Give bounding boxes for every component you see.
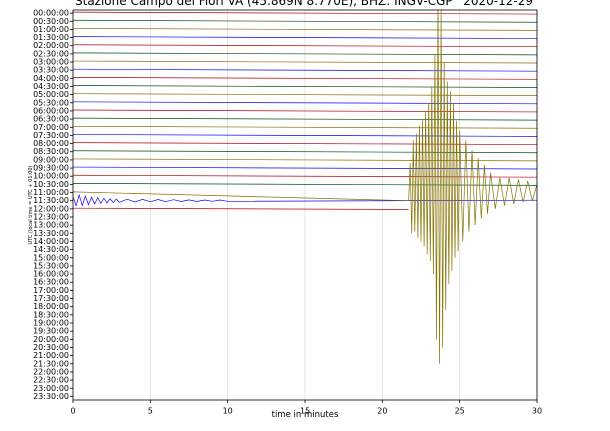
- y-tick-label: 17:30:00: [33, 294, 69, 303]
- y-tick-label: 22:30:00: [33, 376, 69, 385]
- seismic-trace: [73, 28, 537, 31]
- seismic-trace: [73, 125, 537, 129]
- y-axis-label: UTC (local time = UTC + 01:00): [28, 165, 34, 244]
- x-tick-label: 5: [148, 407, 153, 416]
- ticks: 0 5 10 15 20 25 30 00:00:0000:30:0001:00:0001:3…: [33, 9, 542, 416]
- y-tick-label: 09:00:00: [33, 155, 69, 164]
- y-tick-label: 04:00:00: [33, 74, 69, 83]
- y-tick-label: 08:00:00: [33, 139, 69, 148]
- y-tick-label: 03:00:00: [33, 58, 69, 67]
- y-tick-label: 13:00:00: [33, 221, 69, 230]
- y-tick-label: 10:00:00: [33, 172, 69, 181]
- y-tick-label: 06:00:00: [33, 106, 69, 115]
- y-tick-label: 19:30:00: [33, 327, 69, 336]
- y-tick-label: 11:00:00: [33, 188, 69, 197]
- grid: [72, 10, 538, 400]
- seismic-trace: [73, 77, 537, 80]
- seismic-trace: [73, 174, 537, 178]
- seismic-trace: [73, 60, 537, 64]
- y-tick-label: 09:30:00: [33, 164, 69, 173]
- y-tick-label: 22:00:00: [33, 367, 69, 376]
- y-tick-label: 15:30:00: [33, 261, 69, 270]
- y-tick-label: 23:00:00: [33, 384, 69, 393]
- traces: [73, 10, 537, 364]
- y-tick-label: 12:30:00: [33, 212, 69, 221]
- y-tick-label: 00:30:00: [33, 17, 69, 26]
- seismic-trace: [73, 52, 537, 56]
- y-tick-label: 03:30:00: [33, 66, 69, 75]
- y-tick-label: 01:00:00: [33, 25, 69, 34]
- x-tick-label: 20: [377, 407, 387, 416]
- y-tick-label: 17:00:00: [33, 286, 69, 295]
- seismic-trace: [73, 166, 537, 170]
- seismic-trace: [73, 117, 537, 121]
- x-tick-label: 0: [70, 407, 75, 416]
- y-tick-label: 02:30:00: [33, 49, 69, 58]
- y-tick-label: 12:00:00: [33, 204, 69, 213]
- y-tick-label: 18:30:00: [33, 310, 69, 319]
- seismic-trace: [73, 193, 537, 207]
- seismic-trace: [73, 85, 537, 88]
- y-tick-label: 15:00:00: [33, 253, 69, 262]
- y-tick-label: 14:30:00: [33, 245, 69, 254]
- y-tick-label: 14:00:00: [33, 237, 69, 246]
- seismic-trace: [73, 207, 409, 210]
- y-tick-label: 21:00:00: [33, 351, 69, 360]
- y-tick-label: 05:30:00: [33, 98, 69, 107]
- y-tick-label: 16:00:00: [33, 270, 69, 279]
- y-tick-label: 11:30:00: [33, 196, 69, 205]
- x-axis-label: time in minutes: [272, 410, 339, 420]
- y-tick-label: 10:30:00: [33, 180, 69, 189]
- y-tick-label: 00:00:00: [33, 9, 69, 18]
- x-tick-label: 25: [455, 407, 465, 416]
- y-tick-label: 04:30:00: [33, 82, 69, 91]
- y-tick-label: 07:30:00: [33, 131, 69, 140]
- x-tick-label: 10: [223, 407, 233, 416]
- y-tick-label: 21:30:00: [33, 359, 69, 368]
- y-tick-label: 23:30:00: [33, 392, 69, 401]
- seismic-trace: [73, 183, 537, 186]
- seismic-trace: [73, 158, 537, 162]
- y-tick-label: 08:30:00: [33, 147, 69, 156]
- y-tick-label: 07:00:00: [33, 123, 69, 132]
- y-tick-label: 01:30:00: [33, 33, 69, 42]
- seismic-trace: [73, 68, 537, 72]
- seismic-trace: [73, 11, 537, 15]
- y-tick-label: 20:00:00: [33, 335, 69, 344]
- y-tick-label: 05:00:00: [33, 90, 69, 99]
- x-tick-label: 30: [532, 407, 542, 416]
- seismic-trace: [73, 101, 537, 105]
- y-tick-label: 13:30:00: [33, 229, 69, 238]
- y-tick-label: 02:00:00: [33, 41, 69, 50]
- seismic-trace: [73, 36, 537, 39]
- y-tick-label: 16:30:00: [33, 278, 69, 287]
- x-tick-label: 15: [300, 407, 310, 416]
- seismic-trace: [73, 93, 537, 96]
- y-tick-label: 19:00:00: [33, 319, 69, 328]
- seismic-trace: [73, 109, 537, 113]
- seismic-trace: [73, 10, 537, 364]
- y-tick-label: 18:00:00: [33, 302, 69, 311]
- seismic-trace: [73, 44, 537, 48]
- y-tick-label: 06:30:00: [33, 115, 69, 124]
- chart-title: Stazione Campo dei Fiori VA (45.869N 8.7…: [75, 0, 453, 8]
- seismic-trace: [73, 19, 537, 23]
- chart-date: 2020-12-29: [463, 0, 533, 8]
- y-tick-label: 20:30:00: [33, 343, 69, 352]
